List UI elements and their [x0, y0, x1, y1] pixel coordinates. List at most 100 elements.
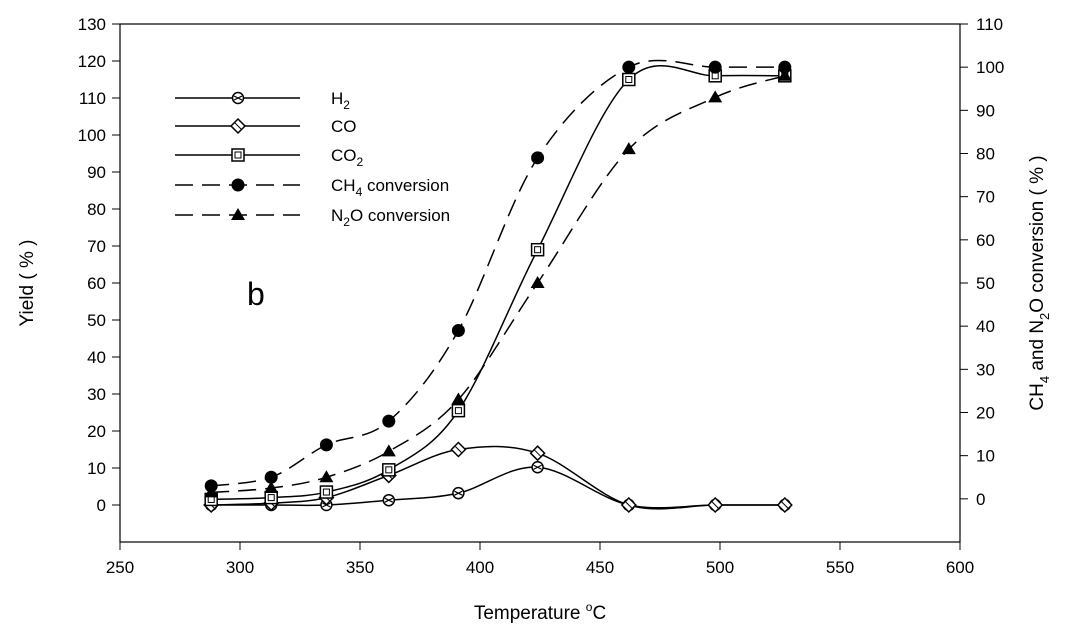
series-co2-point-inner	[267, 494, 275, 502]
series-n2o-conversion-point	[319, 470, 334, 483]
y-left-tick-label: 10	[87, 459, 106, 478]
y-right-tick-label: 40	[976, 317, 995, 336]
series-co2-point-shape	[264, 490, 278, 505]
series-ch4-conversion-point	[451, 323, 465, 337]
series-co-point-hatch	[781, 501, 789, 509]
legend: H2 CO CO2 CH4 conversion N2O conversion	[175, 89, 450, 229]
y-axis-title-left: Yield ( % )	[17, 240, 38, 327]
series-n2o-conversion-point-shape	[319, 470, 334, 483]
series-ch4-conversion-point-shape	[778, 60, 792, 74]
series-co2-point-inner	[385, 466, 393, 474]
y-right-tick-label: 80	[976, 145, 995, 164]
x-tick-label: 300	[226, 558, 254, 577]
series-ch4-conversion-point-shape	[264, 470, 278, 484]
series-n2o-conversion-point-shape	[264, 481, 279, 494]
series-co2-point	[319, 485, 334, 499]
series-co2-point-shape	[319, 485, 334, 499]
y-left-tick-label: 70	[87, 237, 106, 256]
series-ch4-conversion-point	[622, 60, 636, 74]
series-co-point-hatch	[711, 501, 719, 509]
y-left-tick-label: 90	[87, 163, 106, 182]
legend-ch4-conversion-marker	[231, 178, 245, 192]
series-co-point-hatch	[455, 446, 462, 453]
y-left-tick-label: 30	[87, 385, 106, 404]
series-n2o-conversion-line	[211, 75, 786, 494]
series-n2o-conversion-point-shape	[451, 392, 466, 405]
series-co2-point	[622, 72, 636, 87]
series-n2o-conversion-point	[204, 485, 219, 498]
series-co-line	[211, 445, 785, 510]
series-h2-point-hatch	[533, 464, 542, 470]
y-left-tick-label: 100	[78, 126, 106, 145]
y-right-tick-label: 100	[976, 58, 1004, 77]
y-right-tick-label: 0	[976, 490, 985, 509]
y-right-tick-label: 30	[976, 360, 995, 379]
y-left-tick-label: 0	[97, 496, 106, 515]
series-co-point	[620, 496, 637, 514]
series-n2o-conversion-point	[708, 90, 723, 103]
series-co2-point	[451, 403, 466, 418]
x-tick-label: 350	[346, 558, 374, 577]
series-co-point-hatch	[534, 449, 541, 457]
y-right-tick-label: 90	[976, 101, 995, 120]
series-n2o-conversion-point-shape	[621, 142, 636, 155]
y-left-tick-label: 50	[87, 311, 106, 330]
series-co2-point-shape	[622, 72, 636, 87]
axis-ticks: 250 300 350 400 450 500 550 6000102030405060708…	[78, 15, 1005, 577]
series-ch4-conversion-point	[778, 60, 792, 74]
legend-co2-label: CO2	[331, 146, 364, 169]
series-co2-point-shape	[382, 463, 396, 477]
series-co2-point	[264, 490, 278, 505]
series-co2-point	[530, 242, 545, 257]
series-ch4-conversion-point-shape	[708, 60, 722, 74]
series-co2-point-inner	[322, 488, 330, 496]
series-ch4-conversion-point-shape	[382, 414, 396, 428]
series-ch4-conversion-point	[708, 60, 722, 74]
series-n2o-conversion-point-shape	[777, 68, 792, 81]
y-left-tick-label: 110	[79, 89, 106, 108]
series-n2o-conversion-point	[264, 481, 279, 494]
series-n2o-conversion-point-shape	[204, 485, 219, 498]
series-co2-point-inner	[454, 407, 462, 415]
y-axis-title-right: CH4 and N2O conversion ( % )	[1027, 155, 1052, 410]
series-n2o-conversion-point-shape	[381, 444, 396, 457]
series-n2o-conversion-point-shape	[708, 90, 723, 103]
series-ch4-conversion-line	[211, 59, 785, 487]
series-n2o-conversion-point	[451, 392, 466, 405]
series-n2o-conversion-point	[381, 444, 396, 457]
y-left-tick-label: 40	[87, 348, 106, 367]
y-right-tick-label: 60	[976, 231, 995, 250]
legend-co-marker-hatch	[234, 122, 242, 130]
series-co2-point-inner	[625, 76, 633, 83]
x-tick-label: 600	[946, 558, 974, 577]
y-left-tick-label: 60	[87, 274, 106, 293]
series-co-point	[707, 496, 724, 514]
legend-co-marker	[229, 117, 247, 135]
series-co2-point-shape	[530, 242, 545, 257]
series-ch4-conversion-point	[264, 470, 278, 484]
series-n2o-conversion-point	[530, 276, 545, 288]
series-h2-point	[531, 461, 544, 474]
legend-h2-marker-hatch	[233, 95, 243, 101]
y-right-tick-label: 50	[976, 274, 995, 293]
series-co2-point-inner	[534, 246, 542, 254]
series-h2-point-hatch	[384, 497, 394, 503]
series-ch4-conversion-point	[382, 414, 396, 428]
legend-n2o-conversion-marker	[231, 208, 245, 220]
legend-co2-marker	[231, 148, 245, 162]
y-right-tick-label: 70	[976, 188, 995, 207]
series-co-point	[450, 441, 467, 458]
y-left-tick-label: 80	[87, 200, 106, 219]
y-right-tick-label: 10	[976, 447, 995, 466]
legend-h2-label: H2	[331, 89, 350, 112]
x-tick-label: 400	[466, 558, 494, 577]
x-tick-label: 450	[586, 558, 614, 577]
x-tick-label: 550	[826, 558, 854, 577]
series-ch4-conversion-point	[531, 151, 545, 165]
legend-co2-marker-shape	[231, 148, 245, 162]
series-co2-point-shape	[451, 403, 466, 418]
panel-label: b	[247, 276, 265, 312]
series-n2o-conversion-point	[777, 68, 792, 81]
series-n2o-conversion-point	[621, 142, 636, 155]
